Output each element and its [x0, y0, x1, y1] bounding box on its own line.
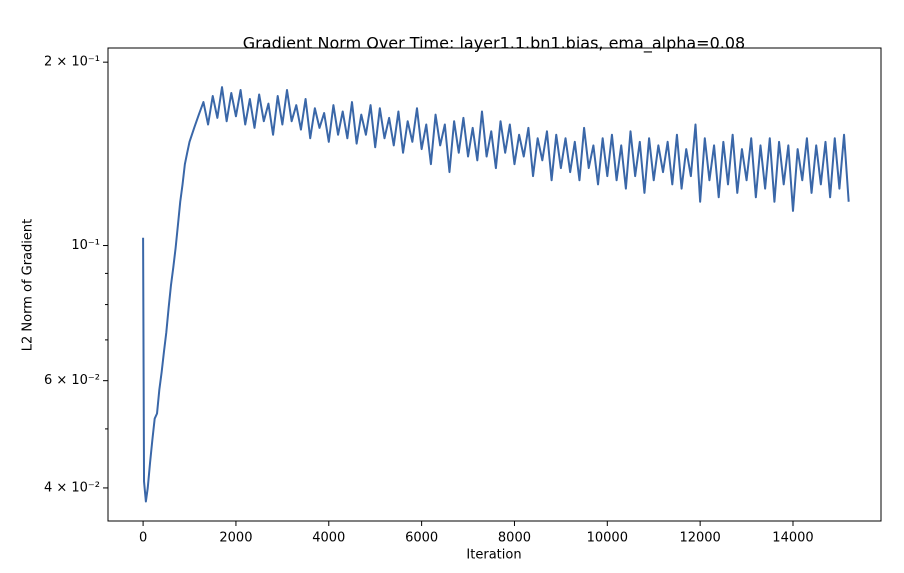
y-tick-label: 10⁻¹ — [71, 238, 100, 253]
x-axis-label: Iteration — [466, 548, 521, 563]
x-tick-label: 12000 — [679, 531, 720, 546]
x-tick-label: 8000 — [498, 531, 531, 546]
x-tick-label: 14000 — [772, 531, 813, 546]
plot-frame — [107, 47, 882, 522]
y-tick-label: 2 × 10⁻¹ — [44, 55, 100, 70]
x-tick-label: 4000 — [312, 531, 345, 546]
data-line — [142, 86, 850, 503]
y-tick-label: 6 × 10⁻² — [44, 373, 100, 388]
y-tick-label: 4 × 10⁻² — [44, 480, 100, 495]
x-tick-label: 0 — [139, 531, 147, 546]
x-tick-label: 10000 — [587, 531, 628, 546]
x-tick-label: 2000 — [219, 531, 252, 546]
x-tick-label: 6000 — [405, 531, 438, 546]
chart-title: Gradient Norm Over Time: layer1.1.bn1.bi… — [243, 34, 745, 54]
y-axis-label: L2 Norm of Gradient — [21, 219, 36, 351]
